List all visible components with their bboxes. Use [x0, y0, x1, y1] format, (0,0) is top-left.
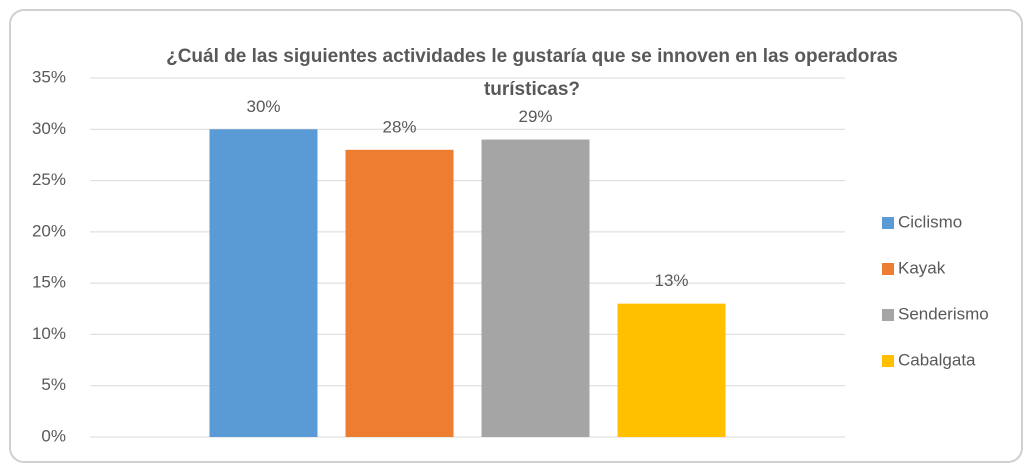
y-tick-label: 0%: [41, 426, 66, 445]
bar: [481, 139, 590, 438]
y-tick-label: 30%: [32, 119, 66, 138]
data-label: 13%: [654, 271, 688, 290]
bar: [209, 129, 318, 438]
data-label: 29%: [518, 107, 552, 126]
legend-label: Cabalgata: [898, 350, 976, 369]
y-tick-label: 35%: [32, 67, 66, 86]
y-tick-label: 15%: [32, 273, 66, 292]
bar: [345, 149, 454, 438]
legend-label: Senderismo: [898, 304, 989, 323]
legend-label: Kayak: [898, 258, 946, 277]
y-tick-label: 10%: [32, 324, 66, 343]
bar: [617, 303, 726, 437]
legend-swatch: [882, 309, 894, 321]
data-label: 30%: [246, 97, 280, 116]
y-tick-label: 25%: [32, 170, 66, 189]
y-tick-label: 20%: [32, 221, 66, 240]
chart-title: ¿Cuál de las siguientes actividades le g…: [166, 46, 898, 100]
legend-swatch: [882, 355, 894, 367]
legend-swatch: [882, 217, 894, 229]
data-label: 28%: [382, 117, 416, 136]
legend-label: Ciclismo: [898, 212, 962, 231]
legend-swatch: [882, 263, 894, 275]
y-tick-label: 5%: [41, 375, 66, 394]
